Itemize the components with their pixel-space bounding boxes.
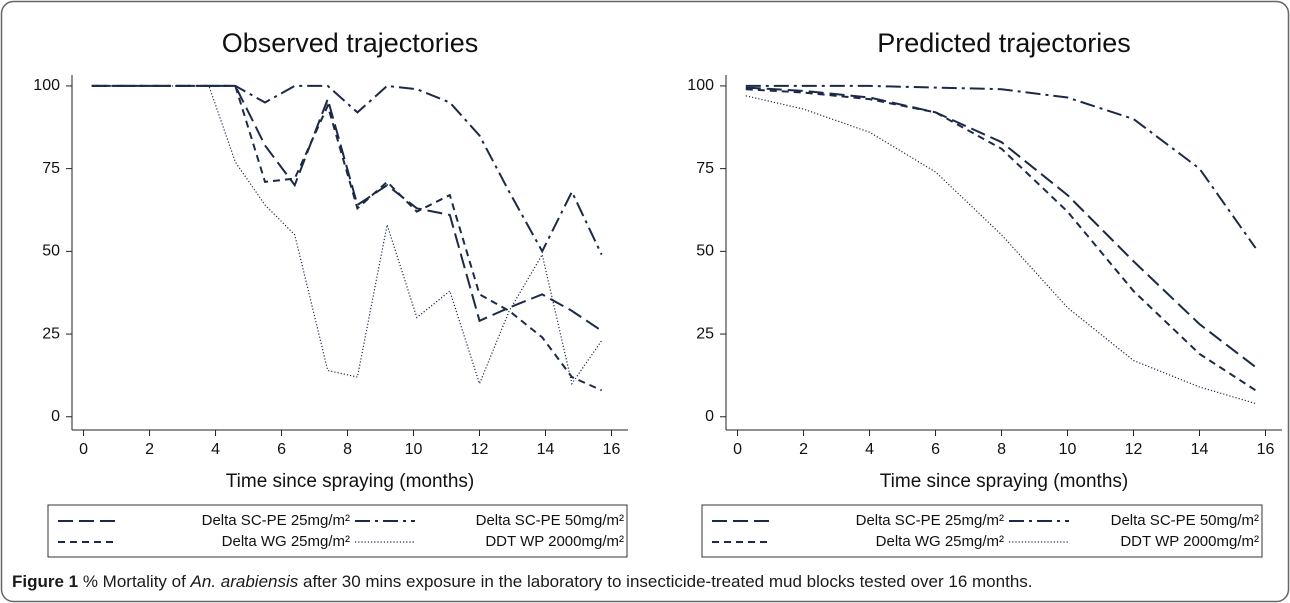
series-line	[91, 84, 603, 332]
x-tick-label: 8	[997, 441, 1006, 458]
y-tick-label: 50	[696, 243, 714, 260]
x-tick-label: 16	[603, 441, 621, 458]
x-tick-label: 12	[1125, 441, 1143, 458]
x-tick-label: 14	[1191, 441, 1209, 458]
x-axis-label: Time since spraying (months)	[880, 471, 1128, 492]
series-line	[745, 88, 1257, 392]
x-tick-label: 14	[537, 441, 555, 458]
x-tick-label: 10	[1059, 441, 1077, 458]
legend-label: Delta SC-PE 50mg/m²	[476, 512, 624, 529]
x-tick-label: 0	[79, 441, 88, 458]
legend-label: DDT WP 2000mg/m²	[485, 533, 624, 550]
series-line	[91, 85, 603, 386]
legend-box	[701, 504, 1263, 558]
x-axis-label: Time since spraying (months)	[226, 471, 474, 492]
chart-title: Predicted trajectories	[877, 28, 1131, 58]
x-tick-label: 12	[471, 441, 489, 458]
x-tick-label: 6	[277, 441, 286, 458]
x-tick-label: 6	[931, 441, 940, 458]
legend-label: Delta WG 25mg/m²	[222, 533, 350, 550]
chart-title: Observed trajectories	[222, 28, 479, 58]
series-line	[745, 84, 1257, 249]
y-tick-label: 75	[696, 160, 714, 177]
series-line	[91, 84, 603, 392]
y-tick-label: 50	[42, 243, 60, 260]
caption-part: An. arabiensis	[190, 572, 299, 591]
y-tick-label: 100	[33, 77, 60, 94]
legend-label: DDT WP 2000mg/m²	[1120, 533, 1259, 550]
series-line	[745, 86, 1257, 368]
y-tick-label: 25	[696, 325, 714, 342]
x-tick-label: 2	[145, 441, 154, 458]
x-tick-label: 0	[733, 441, 742, 458]
x-tick-label: 8	[343, 441, 352, 458]
caption-part: Figure 1	[12, 572, 78, 591]
x-tick-label: 4	[211, 441, 220, 458]
caption-part: % Mortality of	[78, 572, 190, 591]
legend-label: Delta SC-PE 50mg/m²	[1111, 512, 1259, 529]
y-tick-label: 0	[51, 408, 60, 425]
x-tick-label: 16	[1257, 441, 1275, 458]
legend-label: Delta SC-PE 25mg/m²	[202, 512, 350, 529]
y-tick-label: 75	[42, 160, 60, 177]
x-tick-label: 10	[405, 441, 423, 458]
caption: Figure 1 % Mortality of An. arabiensis a…	[12, 572, 1033, 591]
caption-part: after 30 mins exposure in the laboratory…	[298, 572, 1032, 591]
x-tick-label: 4	[865, 441, 874, 458]
x-tick-label: 2	[799, 441, 808, 458]
y-tick-label: 100	[687, 77, 714, 94]
y-tick-label: 0	[705, 408, 714, 425]
legend-box	[47, 504, 628, 558]
series-line	[91, 84, 603, 256]
y-tick-label: 25	[42, 325, 60, 342]
legend-label: Delta SC-PE 25mg/m²	[856, 512, 1004, 529]
legend-label: Delta WG 25mg/m²	[876, 533, 1004, 550]
